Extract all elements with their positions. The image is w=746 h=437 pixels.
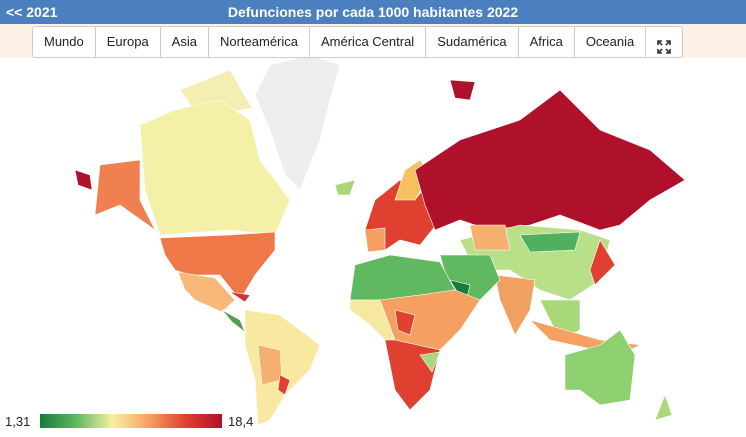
tab-band: Mundo Europa Asia Norteamérica América C… (0, 24, 746, 58)
tab[interactable]: Mundo (33, 27, 96, 57)
legend-gradient (40, 414, 222, 428)
header-bar: Defunciones por cada 1000 habitantes 202… (0, 0, 746, 24)
countries (74, 54, 686, 426)
legend-min: 1,31 (5, 414, 30, 429)
tab[interactable]: Oceania (575, 27, 647, 57)
tab[interactable]: Sudamérica (426, 27, 519, 57)
fullscreen-icon (657, 40, 672, 54)
tab[interactable]: Europa (96, 27, 161, 57)
title: Defunciones por cada 1000 habitantes 202… (227, 4, 519, 20)
tab[interactable]: Africa (519, 27, 575, 57)
tabs: Mundo Europa Asia Norteamérica América C… (32, 26, 684, 58)
tab[interactable]: Norteamérica (209, 27, 310, 57)
tab[interactable]: América Central (310, 27, 427, 57)
back-link[interactable]: << 2021 (6, 4, 58, 20)
tab[interactable]: Asia (161, 27, 209, 57)
fullscreen-button[interactable] (646, 27, 682, 57)
legend-max: 18,4 (228, 414, 253, 429)
